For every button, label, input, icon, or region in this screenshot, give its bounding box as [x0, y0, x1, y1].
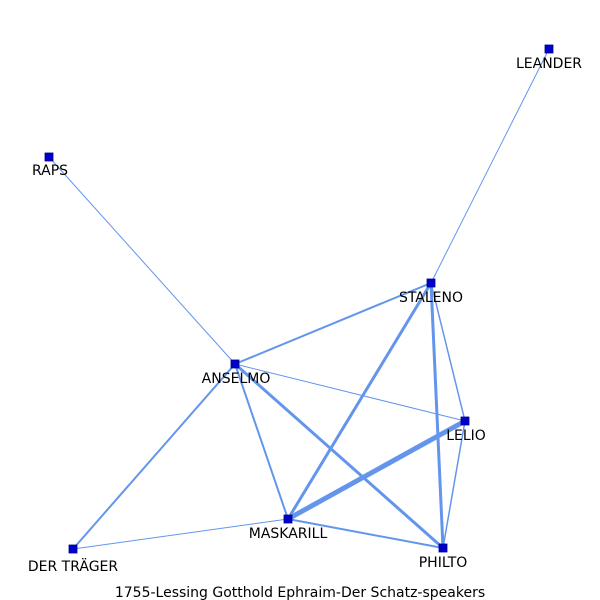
- diagram-title: 1755-Lessing Gotthold Ephraim-Der Schatz…: [115, 585, 485, 600]
- node-leander: [545, 45, 553, 53]
- node-raps: [45, 153, 53, 161]
- edge-anselmo-der-traeger: [73, 364, 235, 549]
- node-label-leander: LEANDER: [516, 56, 582, 72]
- nodes-layer: [45, 45, 553, 553]
- node-staleno: [427, 279, 435, 287]
- labels-layer: LEANDER RAPS STALENO ANSELMO LELIO MASKARILL P…: [28, 56, 582, 575]
- node-label-lelio: LELIO: [446, 428, 486, 444]
- node-philto: [439, 544, 447, 552]
- edge-staleno-maskarill: [288, 283, 431, 519]
- node-label-maskarill: MASKARILL: [249, 526, 328, 542]
- node-label-der-traeger: DER TRÄGER: [28, 557, 119, 575]
- node-lelio: [461, 417, 469, 425]
- edge-raps-anselmo: [49, 157, 235, 364]
- node-anselmo: [231, 360, 239, 368]
- node-label-philto: PHILTO: [419, 555, 468, 571]
- node-maskarill: [284, 515, 292, 523]
- node-label-staleno: STALENO: [399, 290, 463, 306]
- edge-leander-staleno: [431, 49, 549, 283]
- node-label-anselmo: ANSELMO: [202, 371, 271, 387]
- node-der-traeger: [69, 545, 77, 553]
- edges-layer: [49, 49, 549, 549]
- node-label-raps: RAPS: [32, 163, 68, 179]
